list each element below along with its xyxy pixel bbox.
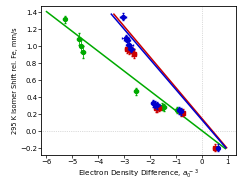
X-axis label: Electron Density Difference, $a_0^{\,-3}$: Electron Density Difference, $a_0^{\,-3}…	[78, 167, 199, 180]
Y-axis label: 295 K Isomer Shift rel. Fe, mm/s: 295 K Isomer Shift rel. Fe, mm/s	[12, 27, 18, 134]
